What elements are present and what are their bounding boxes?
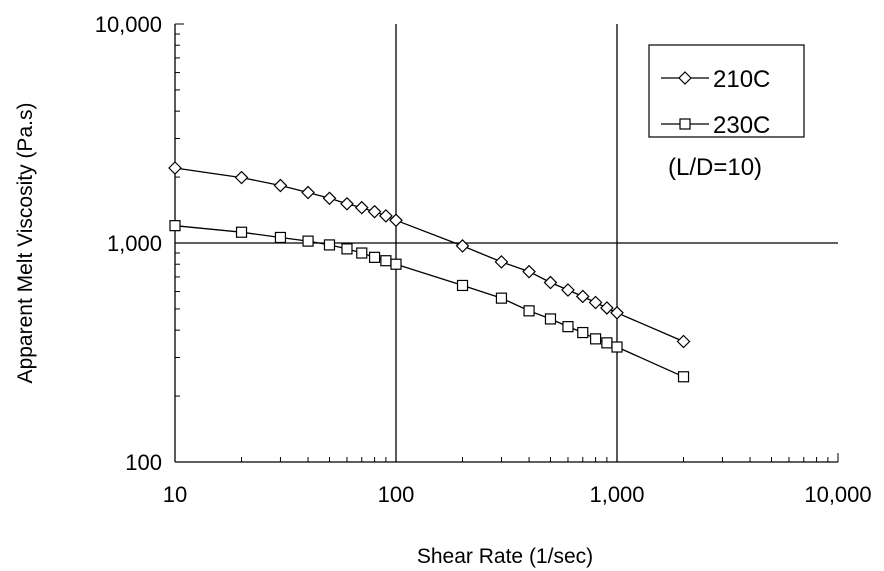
data-point-210C xyxy=(389,213,403,228)
data-point-210C xyxy=(676,334,691,349)
data-point-210C xyxy=(379,209,393,223)
data-point-210C xyxy=(322,191,337,206)
data-point-210C xyxy=(575,289,590,304)
x-tick-label: 10 xyxy=(163,482,187,507)
x-tick-label: 1,000 xyxy=(589,482,644,507)
legend-marker xyxy=(679,118,691,130)
data-point-230C xyxy=(356,247,368,259)
data-point-210C xyxy=(543,275,558,290)
legend-marker xyxy=(678,71,692,85)
data-point-210C xyxy=(600,301,614,315)
data-point-230C xyxy=(544,313,557,325)
data-point-210C xyxy=(340,196,354,211)
data-point-230C xyxy=(274,231,287,244)
x-tick-label: 100 xyxy=(378,482,415,507)
data-point-210C xyxy=(354,200,369,215)
data-point-210C xyxy=(367,204,382,219)
data-point-230C xyxy=(390,258,402,270)
data-point-230C xyxy=(495,292,508,304)
legend-label: 230C xyxy=(713,112,770,139)
data-point-210C xyxy=(610,305,624,320)
x-axis-title: Shear Rate (1/sec) xyxy=(417,545,593,568)
axes xyxy=(174,23,839,463)
data-point-230C xyxy=(169,220,181,232)
data-series xyxy=(168,161,691,383)
data-point-230C xyxy=(677,371,690,383)
data-point-210C xyxy=(273,178,288,193)
series-line-210C xyxy=(174,167,684,343)
data-point-210C xyxy=(301,185,315,200)
data-point-230C xyxy=(611,341,623,353)
data-point-230C xyxy=(302,235,314,247)
y-tick-label: 10,000 xyxy=(95,12,162,37)
legend-box xyxy=(648,44,805,138)
data-point-210C xyxy=(234,170,249,185)
data-point-230C xyxy=(341,243,353,255)
y-axis-title: Apparent Melt Viscosity (Pa.s) xyxy=(14,103,37,384)
data-point-210C xyxy=(522,264,536,279)
legend-label: 210C xyxy=(713,66,770,93)
data-point-230C xyxy=(577,326,589,339)
data-point-230C xyxy=(235,226,248,238)
data-point-210C xyxy=(168,161,182,175)
data-point-210C xyxy=(455,239,470,253)
data-point-210C xyxy=(561,283,575,297)
data-point-230C xyxy=(562,321,574,333)
data-point-230C xyxy=(601,337,613,349)
y-tick-label: 100 xyxy=(125,450,162,475)
x-tick-label: 10,000 xyxy=(804,482,871,507)
series-line-230C xyxy=(174,225,684,378)
data-point-230C xyxy=(456,279,469,292)
data-point-210C xyxy=(588,295,603,310)
data-point-210C xyxy=(494,255,509,269)
chart-annotation: (L/D=10) xyxy=(668,154,762,181)
legend: 210C 230C xyxy=(648,44,805,139)
data-point-230C xyxy=(589,333,602,345)
data-point-230C xyxy=(523,305,535,317)
data-point-230C xyxy=(380,255,392,267)
y-tick-label: 1,000 xyxy=(107,231,162,256)
data-point-230C xyxy=(368,251,381,263)
data-point-230C xyxy=(323,239,336,251)
